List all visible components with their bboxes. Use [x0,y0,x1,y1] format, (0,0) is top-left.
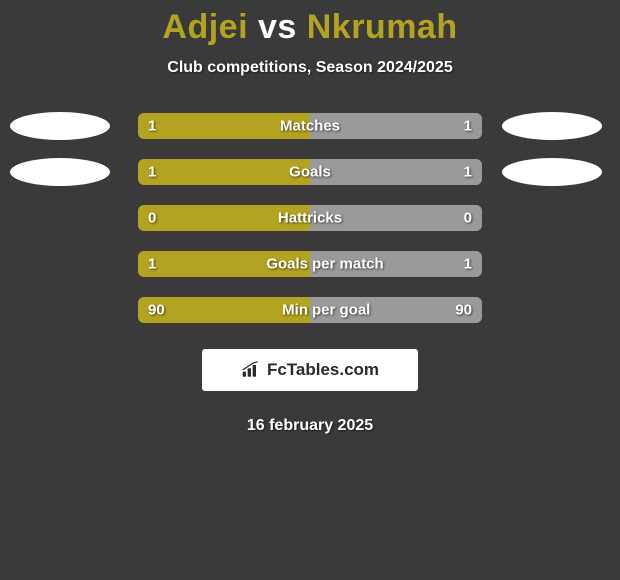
bar-right: per match [310,251,482,277]
stat-row: 11Goals [0,159,620,185]
date-text: 16 february 2025 [247,417,373,435]
stat-row: 00Hattricks [0,205,620,231]
bar-left [138,113,310,139]
title-right: Nkrumah [307,8,458,46]
ellipse-left [10,112,110,140]
page-title: Adjei vs Nkrumah [0,0,620,47]
bar-left [138,159,310,185]
stat-value-right: 1 [464,256,472,273]
stat-value-right: 90 [455,302,472,319]
stat-bar: Min per goal 90 90 [138,297,482,323]
stat-bar: 00Hattricks [138,205,482,231]
stats-container: 11Matches11Goals00HattricksGoals per mat… [0,113,620,435]
stat-bar: 11Goals [138,159,482,185]
stat-row: Goals per match 1 1 [0,251,620,277]
title-vs: vs [248,8,307,46]
stat-label-right-half: per goal [312,302,370,319]
title-left: Adjei [162,8,248,46]
subtitle: Club competitions, Season 2024/2025 [0,59,620,77]
logo-text: FcTables.com [267,360,379,380]
stat-value-left: 90 [148,302,165,319]
stat-bar: Goals per match 1 1 [138,251,482,277]
stat-label-left-half: Min [282,302,308,319]
stat-value-right: 1 [464,164,472,181]
stat-row: Min per goal 90 90 [0,297,620,323]
stat-row: 11Matches [0,113,620,139]
stat-value-right: 1 [464,118,472,135]
stat-value-left: 1 [148,164,156,181]
stat-label-right-half: per match [312,256,384,273]
stat-value-left: 0 [148,210,156,227]
bar-right [310,205,482,231]
ellipse-right [502,158,602,186]
stat-value-left: 1 [148,118,156,135]
stat-bar: 11Matches [138,113,482,139]
logo-box[interactable]: FcTables.com [202,349,418,391]
bar-left [138,205,310,231]
bar-right [310,113,482,139]
bar-right [310,159,482,185]
bar-chart-icon [241,361,261,379]
bar-left: Goals [138,251,310,277]
ellipse-left [10,158,110,186]
ellipse-right [502,112,602,140]
stat-value-right: 0 [464,210,472,227]
stat-label-left-half: Goals [266,256,308,273]
stat-value-left: 1 [148,256,156,273]
